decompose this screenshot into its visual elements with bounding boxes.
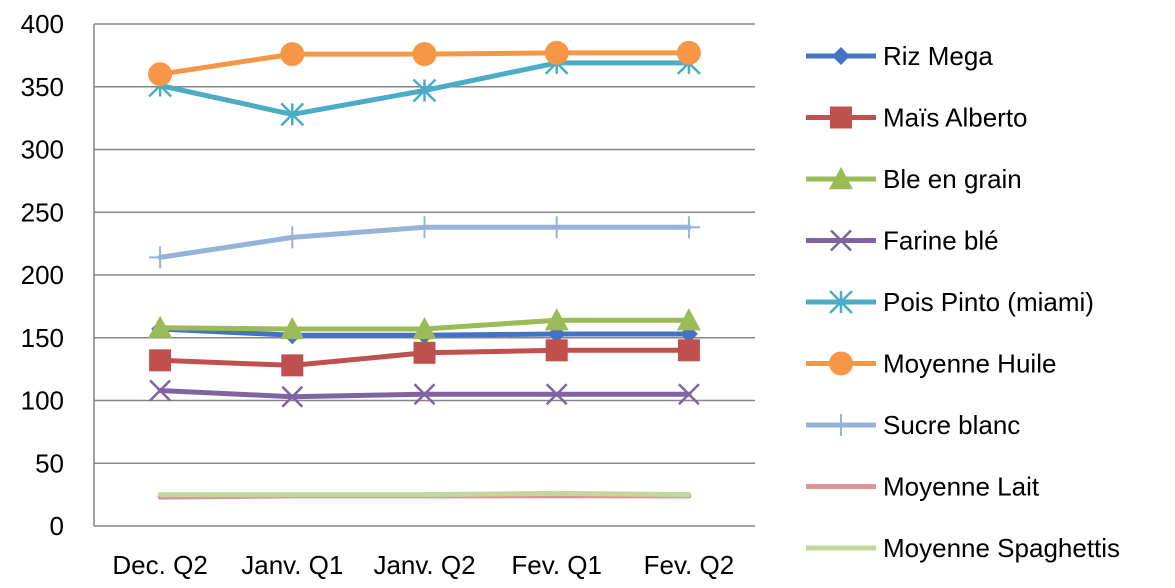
legend-label: Maïs Alberto xyxy=(883,103,1028,133)
data-point xyxy=(281,385,304,408)
data-point xyxy=(545,383,568,406)
x-tick-label: Janv. Q2 xyxy=(373,550,475,580)
legend-item-riz-mega: Riz Mega xyxy=(806,41,993,71)
data-point xyxy=(280,42,305,67)
legend-label: Ble en grain xyxy=(883,164,1022,194)
legend-label: Moyenne Lait xyxy=(883,472,1040,502)
legend-label: Farine blé xyxy=(883,226,999,256)
data-point xyxy=(545,216,568,239)
legend-item-farine-ble: Farine blé xyxy=(806,226,999,256)
legend-label: Riz Mega xyxy=(883,41,993,71)
legend-item-moyenne-lait: Moyenne Lait xyxy=(806,472,1040,502)
series-moyenne-huile xyxy=(148,40,701,87)
y-tick-label: 200 xyxy=(21,260,64,290)
data-point xyxy=(413,341,436,364)
y-axis-tick-labels: 0 50 100 150 200 250 300 350 400 xyxy=(21,9,64,541)
y-tick-label: 350 xyxy=(21,72,64,102)
series-ble-en-grain xyxy=(148,308,701,340)
data-point xyxy=(412,316,437,340)
data-point xyxy=(677,216,700,239)
data-point xyxy=(413,383,436,406)
legend-marker xyxy=(830,106,852,129)
data-point xyxy=(149,246,172,269)
data-point xyxy=(149,349,172,372)
series-sucre-blanc xyxy=(149,216,700,269)
legend-marker xyxy=(829,351,853,376)
data-point xyxy=(149,379,171,402)
series-line xyxy=(157,490,692,498)
data-point xyxy=(676,40,701,65)
legend-marker xyxy=(829,290,853,314)
x-tick-label: Fev. Q1 xyxy=(511,550,602,580)
data-point xyxy=(677,339,700,362)
data-point xyxy=(544,40,569,65)
data-point xyxy=(413,216,436,239)
legend-label: Pois Pinto (miami) xyxy=(883,287,1094,317)
legend-label: Sucre blanc xyxy=(883,410,1020,440)
x-tick-label: Dec. Q2 xyxy=(112,550,207,580)
y-tick-label: 100 xyxy=(21,386,64,416)
series-farine-ble xyxy=(149,379,700,408)
y-tick-label: 50 xyxy=(35,448,64,478)
legend-item-sucre-blanc: Sucre blanc xyxy=(806,410,1020,440)
data-point xyxy=(148,62,173,87)
x-tick-label: Janv. Q1 xyxy=(241,550,343,580)
legend-item-mais-alberto: Maïs Alberto xyxy=(806,103,1028,133)
data-point xyxy=(676,308,701,331)
legend-item-moyenne-huile: Moyenne Huile xyxy=(806,349,1056,379)
data-point xyxy=(678,383,700,406)
y-tick-label: 400 xyxy=(21,9,64,39)
data-point xyxy=(412,42,437,67)
legend-marker xyxy=(829,167,853,190)
legend-marker xyxy=(830,229,852,252)
legend-item-pois-pinto-miami: Pois Pinto (miami) xyxy=(806,287,1094,317)
data-point xyxy=(545,339,568,362)
data-point xyxy=(544,308,569,331)
legend: Riz Mega Maïs Alberto Ble en grain Farine b… xyxy=(806,41,1120,563)
y-tick-label: 0 xyxy=(50,511,64,541)
y-tick-label: 250 xyxy=(21,197,64,227)
x-tick-label: Fev. Q2 xyxy=(644,550,735,580)
data-point xyxy=(280,316,305,340)
legend-marker xyxy=(832,47,850,65)
legend-item-ble-en-grain: Ble en grain xyxy=(806,164,1022,194)
data-point xyxy=(281,354,304,377)
data-point xyxy=(148,315,173,338)
legend-marker xyxy=(830,414,852,436)
data-point xyxy=(412,78,437,103)
axes xyxy=(93,24,755,527)
data-point xyxy=(280,102,305,127)
series-moyenne-spaghettis xyxy=(157,490,692,498)
legend-label: Moyenne Huile xyxy=(883,349,1056,379)
series-mais-alberto xyxy=(149,339,700,377)
y-tick-label: 150 xyxy=(21,323,64,353)
data-point xyxy=(281,226,304,249)
legend-item-moyenne-spaghettis: Moyenne Spaghettis xyxy=(806,533,1120,563)
y-tick-label: 300 xyxy=(21,135,64,165)
legend-label: Moyenne Spaghettis xyxy=(883,533,1120,563)
x-axis-tick-labels: Dec. Q2 Janv. Q1 Janv. Q2 Fev. Q1 Fev. Q2 xyxy=(112,550,734,580)
series-lines xyxy=(148,40,701,500)
